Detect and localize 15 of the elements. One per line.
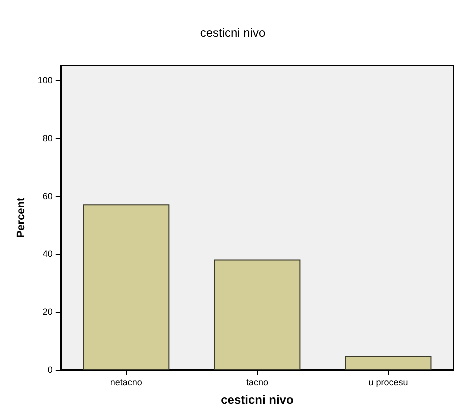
chart-title: cesticni nivo: [200, 26, 266, 40]
x-tick-label: tacno: [246, 378, 268, 388]
bar: [214, 260, 301, 370]
y-axis-title: Percent: [16, 197, 28, 238]
y-tick-label: 20: [42, 307, 53, 318]
y-tick-label: 0: [48, 365, 53, 375]
y-tick-label: 40: [42, 249, 53, 260]
x-axis-title: cesticni nivo: [221, 393, 294, 407]
y-tick-label: 100: [38, 75, 53, 86]
y-tick-label: 60: [42, 191, 53, 202]
bar: [345, 356, 432, 370]
x-tick-label: u procesu: [368, 378, 408, 388]
x-tick-label: netacno: [110, 378, 142, 388]
bar: [83, 204, 170, 370]
y-tick-label: 80: [42, 133, 53, 144]
